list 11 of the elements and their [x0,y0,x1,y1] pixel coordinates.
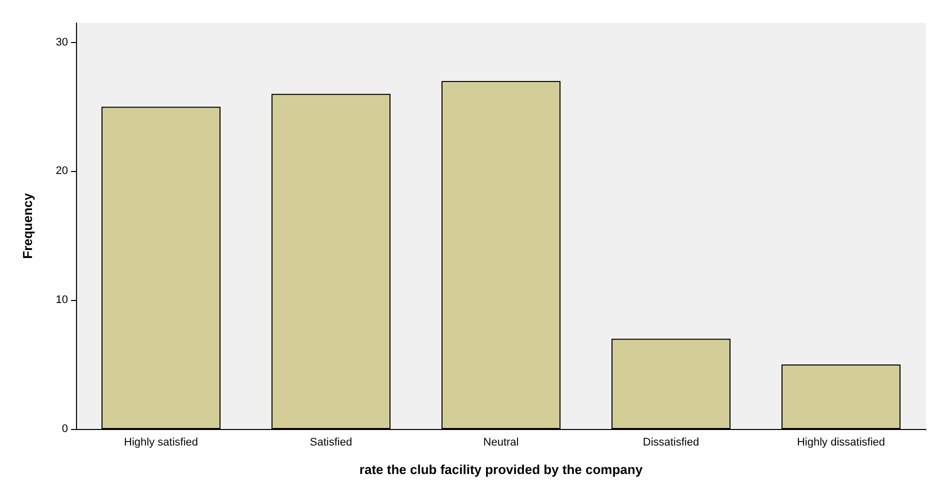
y-tick-label: 0 [62,423,68,435]
y-tick-label: 10 [56,294,68,306]
y-axis-title: Frequency [20,192,35,259]
y-tick-label: 20 [56,165,68,178]
x-tick-label: Highly satisfied [124,436,198,448]
x-axis-title: rate the club facility provided by the company [359,462,644,477]
y-tick-label: 30 [56,36,68,48]
x-tick-label: Satisfied [310,436,352,448]
x-tick-label: Highly dissatisfied [796,436,886,448]
x-tick-label: Neutral [483,436,519,448]
x-tick-label: Dissatisfied [642,436,700,448]
